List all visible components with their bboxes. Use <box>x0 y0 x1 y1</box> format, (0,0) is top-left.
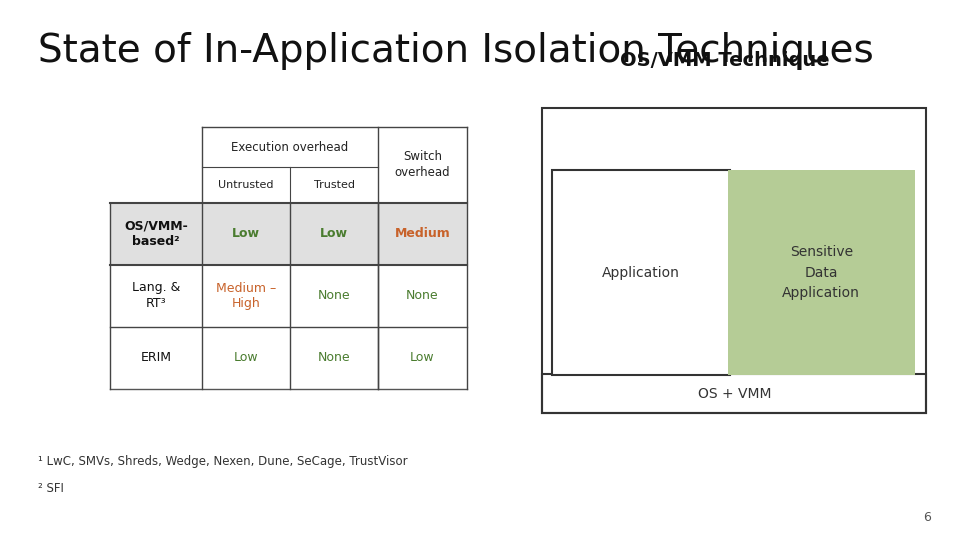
Text: Application: Application <box>602 266 680 280</box>
Text: 6: 6 <box>924 511 931 524</box>
Text: ² SFI: ² SFI <box>38 482 64 495</box>
Text: Execution overhead: Execution overhead <box>231 140 348 154</box>
Text: Medium –
High: Medium – High <box>216 282 276 309</box>
Text: Low: Low <box>410 351 435 364</box>
Text: Trusted: Trusted <box>314 180 354 190</box>
Text: None: None <box>318 351 350 364</box>
Text: State of In-Application Isolation Techniques: State of In-Application Isolation Techni… <box>38 32 875 70</box>
Bar <box>728 170 915 375</box>
Text: ERIM: ERIM <box>140 351 172 364</box>
Text: OS/VMM-
based²: OS/VMM- based² <box>124 219 188 248</box>
Bar <box>542 374 926 413</box>
Text: Low: Low <box>320 227 348 240</box>
Text: ¹ LwC, SMVs, Shreds, Wedge, Nexen, Dune, SeCage, TrustVisor: ¹ LwC, SMVs, Shreds, Wedge, Nexen, Dune,… <box>38 455 408 468</box>
Text: Medium: Medium <box>395 227 450 240</box>
Text: Low: Low <box>233 351 258 364</box>
Bar <box>110 202 467 265</box>
Text: None: None <box>406 289 439 302</box>
Text: Low: Low <box>231 227 260 240</box>
Text: Untrusted: Untrusted <box>218 180 274 190</box>
Text: Switch
overhead: Switch overhead <box>395 150 450 179</box>
Text: Sensitive
Data
Application: Sensitive Data Application <box>782 245 860 300</box>
Bar <box>542 108 926 413</box>
Bar <box>552 170 730 375</box>
Text: OS/VMM Technique: OS/VMM Technique <box>620 51 829 70</box>
Text: Lang. &
RT³: Lang. & RT³ <box>132 281 180 310</box>
Text: None: None <box>318 289 350 302</box>
Text: OS + VMM: OS + VMM <box>698 387 771 401</box>
